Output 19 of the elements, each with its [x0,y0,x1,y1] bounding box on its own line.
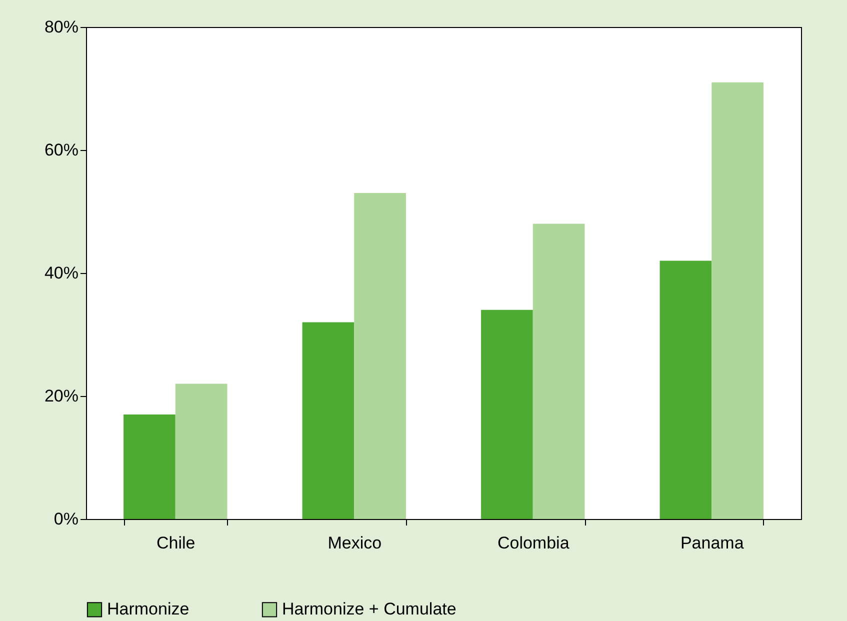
y-tick-label: 0% [54,510,78,528]
bar [532,224,585,519]
y-tick-label: 40% [44,264,78,282]
x-tick-label: Colombia [497,534,570,552]
bar [175,384,228,519]
y-tick-label: 20% [44,386,78,406]
y-tick-label: 80% [44,18,78,36]
bar [302,322,354,519]
bar [660,260,712,519]
legend-label: Harmonize [107,600,190,619]
bar [124,414,176,519]
bar [354,193,406,519]
bar [712,82,764,519]
y-tick-label: 60% [44,140,78,160]
x-tick-label: Panama [680,534,744,552]
x-tick-label: Mexico [328,534,382,552]
x-tick-label: Chile [156,534,196,552]
bar [481,310,533,519]
legend-label: Harmonize + Cumulate [282,600,456,619]
